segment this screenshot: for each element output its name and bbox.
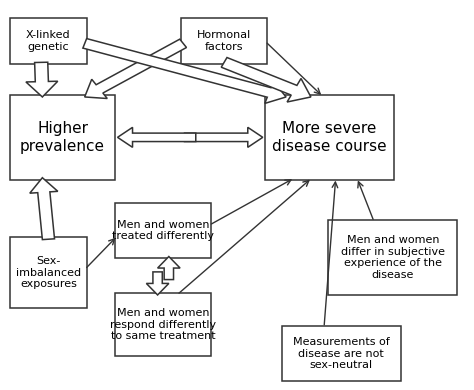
Polygon shape <box>83 39 286 103</box>
Text: Men and women
treated differently: Men and women treated differently <box>112 220 214 241</box>
Polygon shape <box>184 128 263 147</box>
FancyBboxPatch shape <box>282 326 401 381</box>
Polygon shape <box>118 128 196 147</box>
Text: Higher
prevalence: Higher prevalence <box>20 121 105 154</box>
Text: Men and women
respond differently
to same treatment: Men and women respond differently to sam… <box>110 308 216 341</box>
FancyBboxPatch shape <box>115 203 211 259</box>
Polygon shape <box>146 272 169 295</box>
FancyBboxPatch shape <box>10 18 87 64</box>
Polygon shape <box>157 257 180 280</box>
Text: Measurements of
disease are not
sex-neutral: Measurements of disease are not sex-neut… <box>293 337 390 370</box>
Text: More severe
disease course: More severe disease course <box>272 121 387 154</box>
FancyBboxPatch shape <box>181 18 267 64</box>
FancyBboxPatch shape <box>10 237 87 308</box>
Polygon shape <box>30 178 58 239</box>
Text: X-linked
genetic: X-linked genetic <box>26 30 71 52</box>
Polygon shape <box>85 39 186 99</box>
Polygon shape <box>26 62 58 97</box>
Polygon shape <box>221 58 311 102</box>
FancyBboxPatch shape <box>328 220 457 295</box>
FancyBboxPatch shape <box>115 293 211 356</box>
Text: Sex-
imbalanced
exposures: Sex- imbalanced exposures <box>16 256 81 289</box>
FancyBboxPatch shape <box>10 95 115 180</box>
Text: Men and women
differ in subjective
experience of the
disease: Men and women differ in subjective exper… <box>341 235 445 280</box>
FancyBboxPatch shape <box>265 95 394 180</box>
Text: Hormonal
factors: Hormonal factors <box>197 30 251 52</box>
